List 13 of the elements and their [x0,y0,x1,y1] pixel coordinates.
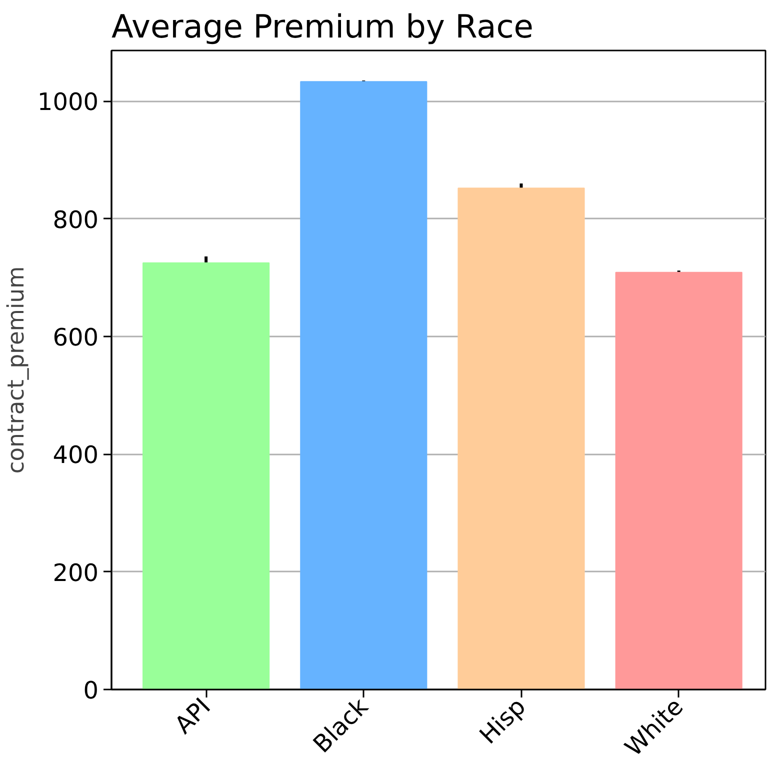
y-tick-label: 0 [83,676,99,704]
chart-title: Average Premium by Race [112,8,534,46]
bar [300,81,428,690]
y-axis-title: contract_premium [3,266,30,474]
y-tick-label: 200 [52,558,99,587]
bar [142,262,270,690]
y-tick-label: 600 [52,323,99,352]
bar [458,188,585,690]
y-tick-label: 800 [52,206,99,234]
x-tick-label: API [169,692,216,740]
bar [615,272,742,690]
y-tick-label: 400 [52,441,99,470]
y-tick-label: 1000 [37,88,98,116]
